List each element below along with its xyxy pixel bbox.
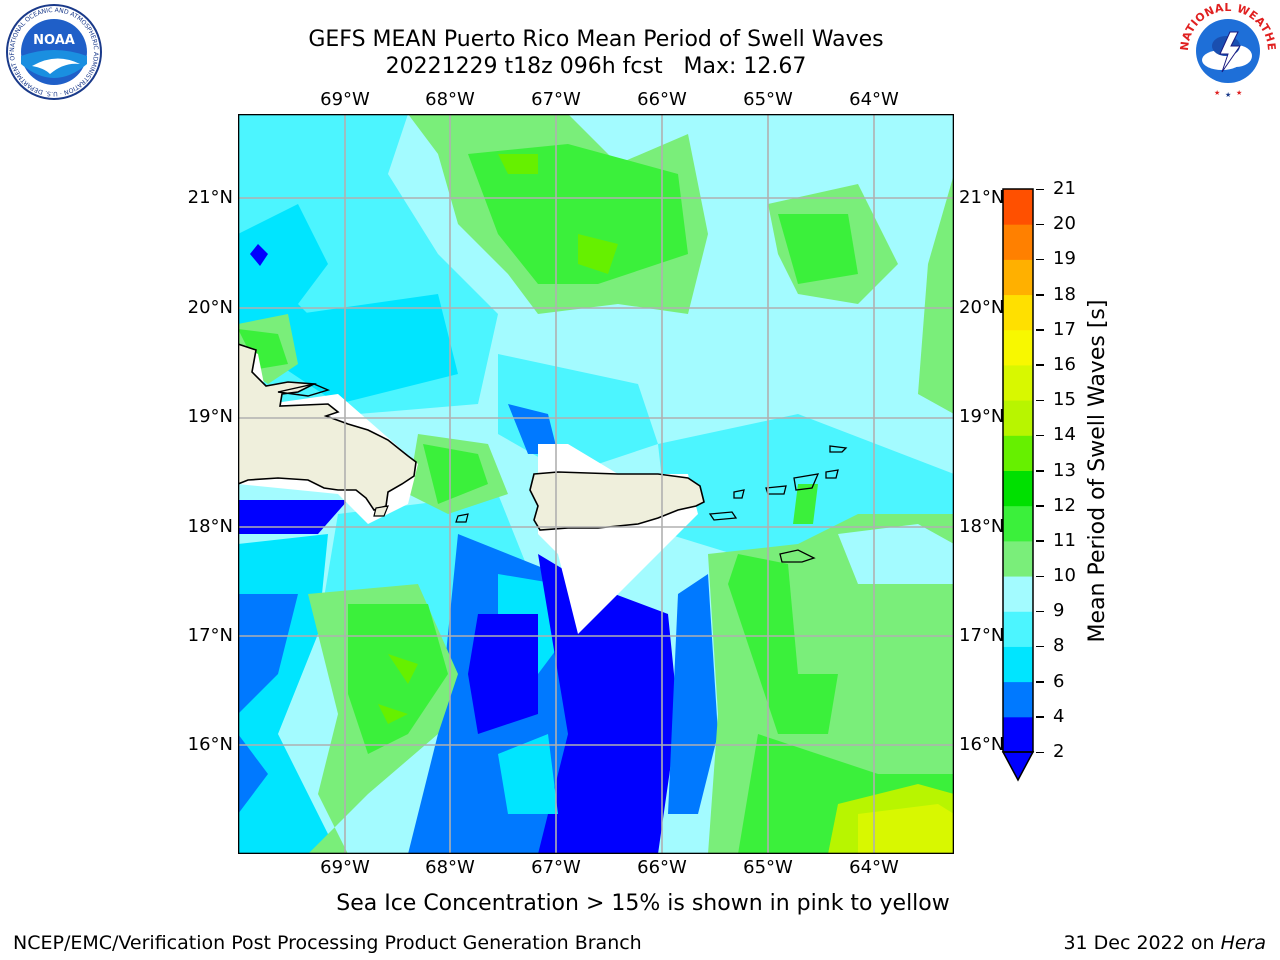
colorbar-tick-mark	[1036, 258, 1044, 261]
colorbar-tick-mark	[1036, 575, 1044, 578]
colorbar-tick-label: 10	[1053, 565, 1076, 587]
lat-label-right: 21°N	[959, 187, 1005, 208]
lon-label-bottom: 66°W	[637, 857, 687, 878]
lat-label-right: 17°N	[959, 625, 1005, 646]
lon-label-top: 67°W	[531, 89, 581, 110]
colorbar-tick-label: 18	[1053, 283, 1076, 305]
lat-label-left: 21°N	[187, 187, 233, 208]
lon-label-top: 64°W	[849, 89, 899, 110]
colorbar-tick-mark	[1036, 294, 1044, 296]
lon-label-top: 69°W	[320, 89, 370, 110]
colorbar-segment	[1003, 505, 1033, 542]
colorbar-tick-label: 6	[1053, 670, 1065, 692]
footer-org: NCEP/EMC/Verification Post Processing Pr…	[13, 932, 642, 954]
lon-label-top: 68°W	[425, 89, 475, 110]
colorbar-extend-arrow	[1001, 751, 1035, 782]
colorbar-tick-mark	[1036, 399, 1044, 402]
noaa-logo-text: NOAA	[33, 33, 75, 48]
noaa-logo: NATIONAL OCEANIC AND ATMOSPHERIC ADMINIS…	[4, 4, 102, 100]
lat-label-right: 20°N	[959, 297, 1005, 318]
lat-label-left: 17°N	[187, 625, 233, 646]
colorbar-segment	[1003, 540, 1033, 577]
lon-label-bottom: 67°W	[531, 857, 581, 878]
lat-label-left: 19°N	[187, 406, 233, 427]
colorbar-tick-label: 16	[1053, 353, 1076, 375]
swell-period-map	[238, 114, 954, 854]
colorbar	[1001, 188, 1035, 782]
lon-label-bottom: 64°W	[849, 857, 899, 878]
colorbar-label: Mean Period of Swell Waves [s]	[1085, 299, 1110, 643]
colorbar-tick-mark	[1036, 610, 1044, 613]
colorbar-segment	[1003, 224, 1033, 260]
colorbar-tick-label: 20	[1053, 213, 1076, 235]
map-title: GEFS MEAN Puerto Rico Mean Period of Swe…	[308, 27, 884, 52]
colorbar-tick-mark	[1036, 470, 1044, 472]
colorbar-segment	[1003, 329, 1033, 366]
lon-label-top: 66°W	[637, 89, 687, 110]
colorbar-tick-label: 8	[1053, 635, 1065, 657]
colorbar-segment	[1003, 611, 1033, 647]
footer-host: Hera	[1220, 932, 1266, 954]
colorbar-segment	[1003, 716, 1033, 753]
colorbar-segment	[1003, 681, 1033, 718]
colorbar-segment	[1003, 576, 1033, 612]
svg-text:★: ★	[1225, 91, 1231, 99]
colorbar-tick-mark	[1036, 681, 1044, 683]
colorbar-tick-label: 13	[1053, 459, 1076, 481]
lon-label-bottom: 69°W	[320, 857, 370, 878]
colorbar-tick-mark	[1036, 434, 1044, 437]
colorbar-tick-label: 14	[1053, 424, 1076, 446]
colorbar-segment	[1003, 400, 1033, 436]
colorbar-tick-mark	[1036, 716, 1044, 718]
lon-label-top: 65°W	[743, 89, 793, 110]
colorbar-segment	[1003, 646, 1033, 683]
colorbar-tick-label: 21	[1053, 178, 1076, 199]
colorbar-segment	[1003, 435, 1033, 471]
lat-label-right: 16°N	[959, 734, 1005, 755]
lon-label-bottom: 68°W	[425, 857, 475, 878]
colorbar-tick-mark	[1036, 540, 1044, 542]
colorbar-tick-mark	[1036, 223, 1044, 226]
colorbar-tick-label: 19	[1053, 248, 1076, 270]
lon-label-bottom: 65°W	[743, 857, 793, 878]
lat-label-right: 18°N	[959, 516, 1005, 537]
colorbar-segment	[1003, 364, 1033, 401]
colorbar-tick-label: 12	[1053, 494, 1076, 516]
lat-label-left: 16°N	[187, 734, 233, 755]
lat-label-left: 20°N	[187, 297, 233, 318]
sea-ice-caption: Sea Ice Concentration > 15% is shown in …	[336, 891, 950, 916]
nws-logo: NATIONAL WEATHER SERVICE ★ ★ ★	[1178, 2, 1278, 99]
colorbar-segment	[1003, 259, 1033, 296]
map-subtitle: 20221229 t18z 096h fcst Max: 12.67	[385, 54, 807, 79]
lat-label-left: 18°N	[187, 516, 233, 537]
colorbar-segment	[1003, 189, 1033, 225]
colorbar-tick-mark	[1036, 751, 1044, 753]
colorbar-tick-label: 15	[1053, 389, 1076, 411]
colorbar-tick-mark	[1036, 188, 1044, 190]
colorbar-tick-label: 4	[1053, 705, 1065, 727]
colorbar-tick-label: 17	[1053, 318, 1076, 340]
svg-text:★: ★	[1236, 89, 1242, 97]
svg-text:★: ★	[1214, 89, 1220, 97]
colorbar-tick-label: 2	[1053, 741, 1065, 762]
map-gridlines	[238, 114, 954, 854]
footer-date-text: 31 Dec 2022 on	[1063, 932, 1221, 954]
colorbar-tick-mark	[1036, 364, 1044, 366]
colorbar-tick-mark	[1036, 645, 1044, 648]
colorbar-tick-mark	[1036, 505, 1044, 507]
colorbar-tick-mark	[1036, 329, 1044, 331]
colorbar-tick-label: 9	[1053, 600, 1065, 622]
colorbar-segment	[1003, 470, 1033, 507]
lat-label-right: 19°N	[959, 406, 1005, 427]
footer-date: 31 Dec 2022 on Hera	[1063, 932, 1266, 954]
colorbar-tick-label: 11	[1053, 529, 1076, 551]
colorbar-segment	[1003, 294, 1033, 331]
